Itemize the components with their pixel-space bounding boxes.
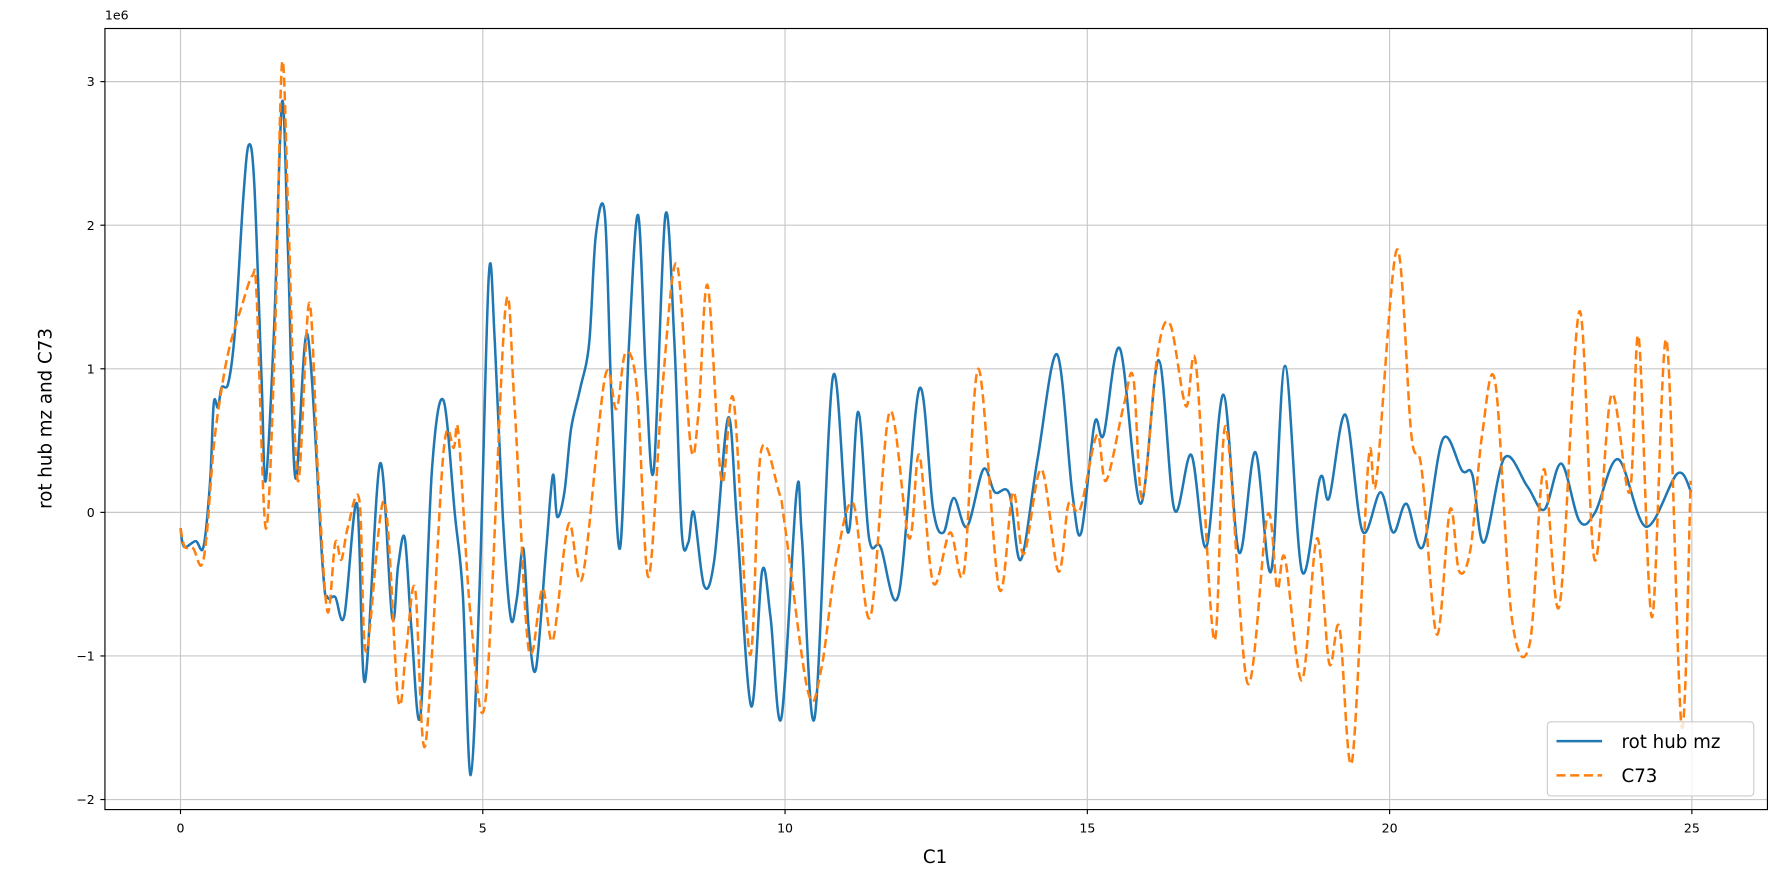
y-tick-label: 0	[87, 505, 95, 520]
y-tick-label: −1	[76, 649, 94, 664]
axis-ticks: 0 5 10 15 20 25 −2 −1 0 1 2 3	[76, 74, 1700, 835]
legend-label-rot-hub-mz: rot hub mz	[1621, 732, 1720, 753]
x-tick-label: 10	[777, 820, 793, 835]
series-line-c73	[179, 59, 1692, 766]
y-tick-label: 3	[87, 74, 95, 89]
x-tick-label: 20	[1382, 820, 1398, 835]
series-lines	[179, 59, 1693, 777]
series-line-rot-hub-mz	[179, 99, 1693, 777]
y-tick-label: −2	[76, 792, 94, 807]
x-tick-label: 0	[177, 820, 185, 835]
legend-label-c73: C73	[1621, 766, 1657, 787]
y-axis-label: rot hub mz and C73	[35, 328, 56, 509]
x-tick-label: 15	[1079, 820, 1095, 835]
x-axis-label: C1	[923, 847, 947, 868]
x-tick-label: 25	[1684, 820, 1700, 835]
grid	[104, 28, 1768, 810]
y-scale-label: 1e6	[105, 7, 129, 22]
plot-frame	[104, 27, 1769, 811]
legend: rot hub mz C73	[1546, 721, 1755, 797]
y-tick-label: 2	[87, 218, 95, 233]
y-tick-label: 1	[87, 361, 95, 376]
x-tick-label: 5	[479, 820, 487, 835]
